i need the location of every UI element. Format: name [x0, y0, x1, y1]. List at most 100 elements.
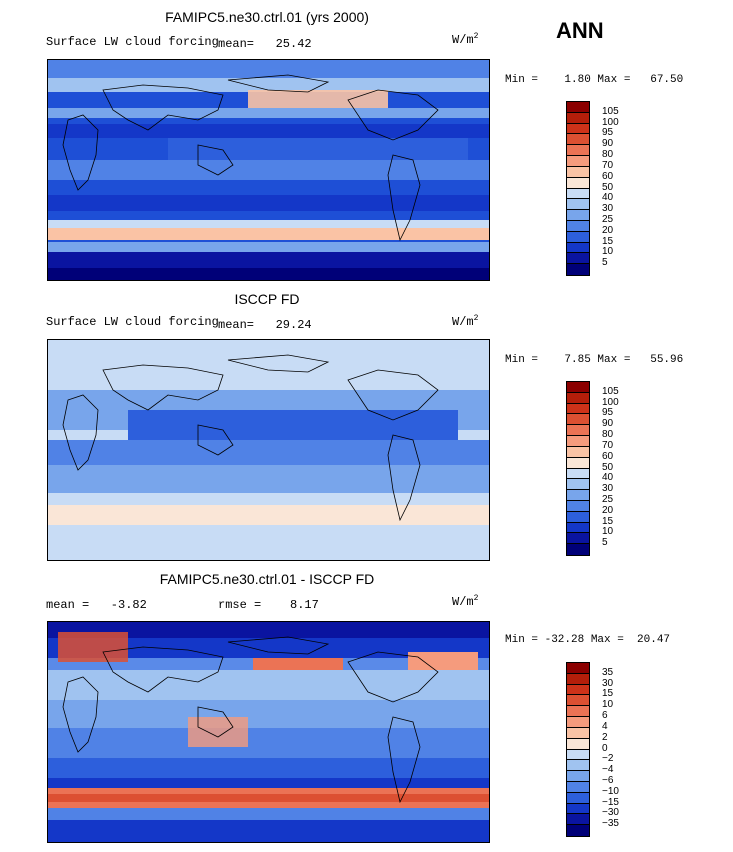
colorbar-label: 0: [602, 742, 608, 754]
colorbar-label: 50: [602, 181, 614, 193]
panel-2-minmax: Min = 7.85 Max = 55.96: [505, 354, 684, 366]
panel-2-units: W/m2: [452, 314, 479, 329]
panel-1-colorbar: [566, 101, 590, 276]
colorbar-label: 80: [602, 149, 614, 161]
panel-3-rmse: rmse = 8.17: [218, 598, 319, 612]
panel-1-colorbar-labels: 105 100 95 90 80 70 60 50 40 30 25 20 15 10 5: [602, 101, 642, 276]
colorbar-label: 5: [602, 537, 608, 549]
colorbar-swatch: [567, 663, 589, 674]
colorbar-label: 60: [602, 450, 614, 462]
colorbar-swatch: [567, 166, 589, 178]
panel-1-mean: mean= 25.42: [218, 37, 312, 51]
colorbar-label: 40: [602, 192, 614, 204]
panel-2-colorbar-labels: 105 100 95 90 80 70 60 50 40 30 25 20 15 10 5: [602, 381, 642, 556]
colorbar-swatch: [567, 673, 589, 685]
colorbar-label: 35: [602, 666, 614, 678]
colorbar-swatch: [567, 695, 589, 707]
season-label: ANN: [556, 18, 604, 43]
panel-3-minmax: Min = -32.28 Max = 20.47: [505, 634, 671, 646]
colorbar-swatch: [567, 134, 589, 146]
colorbar-label: 20: [602, 504, 614, 516]
panel-3-map: [47, 621, 490, 843]
colorbar-swatch: [567, 177, 589, 189]
panel-1-title: FAMIPC5.ne30.ctrl.01 (yrs 2000): [165, 9, 369, 25]
colorbar-swatch: [567, 738, 589, 750]
colorbar-label: −15: [602, 796, 619, 808]
colorbar-label: −4: [602, 764, 614, 776]
colorbar-label: 15: [602, 688, 614, 700]
colorbar-swatch: [567, 781, 589, 793]
colorbar-label: 25: [602, 493, 614, 505]
colorbar-swatch: [567, 199, 589, 211]
colorbar-swatch: [567, 425, 589, 437]
colorbar-label: −10: [602, 785, 619, 797]
colorbar-swatch: [567, 727, 589, 739]
panel-1-map-svg: [48, 60, 489, 280]
colorbar-swatch: [567, 436, 589, 447]
colorbar-label: 105: [602, 385, 619, 397]
panel-1-units: W/m2: [452, 32, 479, 47]
colorbar-swatch: [567, 533, 589, 545]
colorbar-label: 25: [602, 213, 614, 225]
colorbar-label: 2: [602, 731, 608, 743]
colorbar-label: 30: [602, 483, 614, 495]
colorbar-swatch: [567, 511, 589, 523]
colorbar-label: 105: [602, 105, 619, 117]
colorbar-swatch: [567, 382, 589, 393]
colorbar-swatch: [567, 457, 589, 469]
colorbar-label: 4: [602, 720, 608, 732]
colorbar-swatch: [567, 684, 589, 696]
colorbar-label: 15: [602, 235, 614, 247]
colorbar-swatch: [567, 414, 589, 426]
colorbar-swatch: [567, 112, 589, 124]
colorbar-label: 40: [602, 472, 614, 484]
colorbar-swatch: [567, 760, 589, 772]
colorbar-swatch: [567, 253, 589, 265]
panel-3-colorbar: [566, 662, 590, 837]
colorbar-label: 20: [602, 224, 614, 236]
panel-1-subtitle: Surface LW cloud forcing: [46, 35, 219, 49]
colorbar-swatch: [567, 446, 589, 458]
colorbar-label: 100: [602, 116, 619, 128]
panel-2-title: ISCCP FD: [234, 291, 300, 307]
colorbar-swatch: [567, 814, 589, 826]
colorbar-swatch: [567, 220, 589, 232]
colorbar-label: 5: [602, 257, 608, 269]
colorbar-label: 60: [602, 170, 614, 182]
colorbar-label: 90: [602, 138, 614, 150]
colorbar-swatch: [567, 749, 589, 761]
colorbar-swatch: [567, 403, 589, 415]
colorbar-swatch: [567, 210, 589, 221]
colorbar-label: 95: [602, 127, 614, 139]
colorbar-swatch: [567, 242, 589, 254]
panel-3-colorbar-labels: 35 30 15 10 6 4 2 0 −2 −4 −6 −10 −15 −30 −35: [602, 662, 642, 837]
colorbar-label: −2: [602, 753, 614, 765]
colorbar-swatch: [567, 188, 589, 200]
colorbar-swatch: [567, 231, 589, 243]
colorbar-label: 100: [602, 396, 619, 408]
colorbar-swatch: [567, 522, 589, 534]
colorbar-label: 30: [602, 677, 614, 689]
colorbar-swatch: [567, 771, 589, 782]
colorbar-label: 10: [602, 699, 614, 711]
colorbar-swatch: [567, 706, 589, 718]
colorbar-swatch: [567, 123, 589, 135]
colorbar-label: 70: [602, 159, 614, 171]
colorbar-label: −6: [602, 774, 614, 786]
colorbar-label: 80: [602, 429, 614, 441]
colorbar-label: 10: [602, 526, 614, 538]
colorbar-label: 6: [602, 710, 608, 722]
panel-2-mean: mean= 29.24: [218, 318, 312, 332]
colorbar-label: −30: [602, 807, 619, 819]
colorbar-swatch: [567, 102, 589, 113]
panel-1-map: [47, 59, 490, 281]
panel-3-units: W/m2: [452, 594, 479, 609]
colorbar-swatch: [567, 792, 589, 804]
colorbar-label: −35: [602, 818, 619, 830]
colorbar-swatch: [567, 544, 589, 555]
colorbar-swatch: [567, 825, 589, 836]
colorbar-label: 95: [602, 407, 614, 419]
panel-3-mean: mean = -3.82: [46, 598, 147, 612]
panel-2-subtitle: Surface LW cloud forcing: [46, 315, 219, 329]
colorbar-swatch: [567, 490, 589, 501]
